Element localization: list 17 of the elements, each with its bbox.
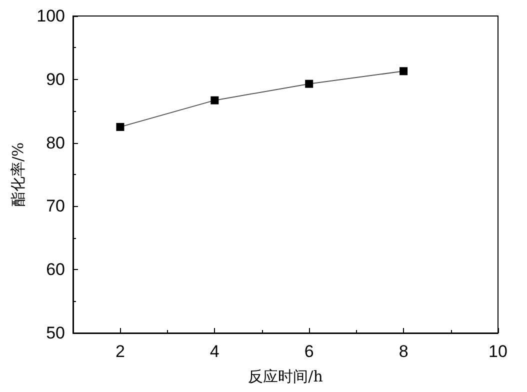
x-tick-label: 8 — [398, 342, 408, 361]
x-tick-label: 6 — [304, 342, 314, 361]
y-tick-label: 60 — [46, 260, 65, 280]
x-tick-label: 10 — [488, 342, 508, 361]
y-tick-label: 80 — [46, 133, 65, 152]
y-tick-label: 100 — [36, 6, 65, 26]
x-tick-label: 4 — [210, 342, 220, 361]
point — [305, 80, 314, 88]
point — [116, 122, 124, 131]
y-tick-label: 50 — [46, 324, 65, 342]
y-tick-label: 90 — [46, 70, 65, 89]
x-tick-label: 2 — [115, 342, 125, 361]
point — [210, 96, 219, 104]
y-tick-label: 70 — [46, 196, 65, 216]
y-axis-title: 酯化率/% — [9, 142, 28, 207]
x-axis-title: 反应时间/h — [248, 368, 324, 386]
point — [400, 67, 408, 76]
